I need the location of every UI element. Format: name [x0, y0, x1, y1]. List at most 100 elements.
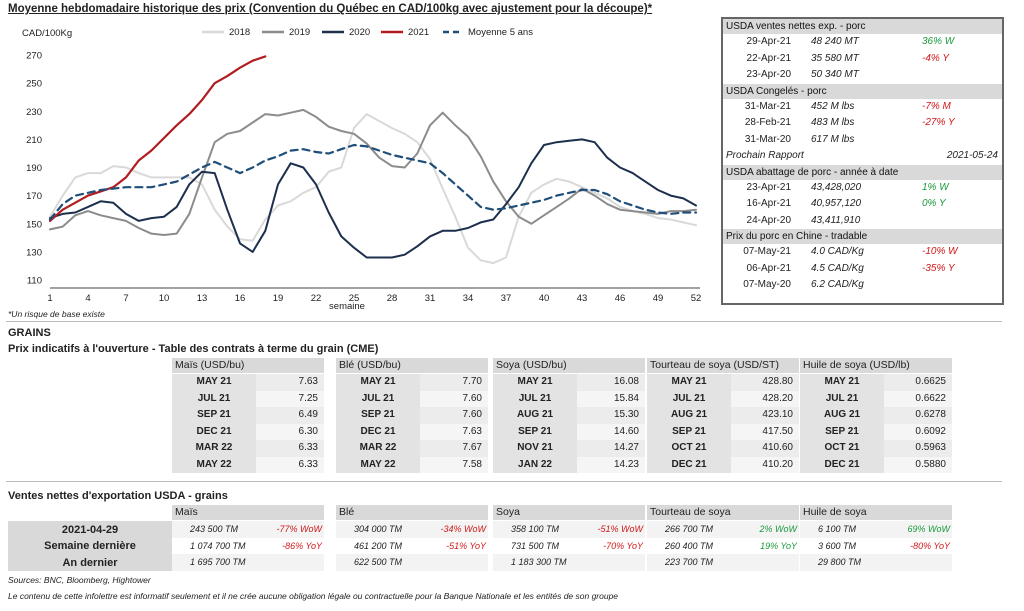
y-tick-label: 250 [26, 79, 42, 90]
exports-cell-bg [800, 554, 952, 571]
legend-label: 2020 [349, 27, 370, 38]
exports-column-header: Tourteau de soya [647, 505, 799, 520]
x-tick-label: 22 [311, 293, 322, 304]
contract-price: 7.60 [420, 390, 488, 407]
contract-price: 7.63 [420, 423, 488, 440]
contract-month: JUL 21 [800, 390, 884, 407]
exports-volume: 3 600 TM [818, 540, 857, 551]
panel-section-header: USDA abattage de porc - année à date [723, 164, 1002, 180]
x-tick-label: 25 [349, 293, 360, 304]
exports-change: -51% YoY [446, 540, 486, 551]
contract-price: 16.08 [577, 374, 645, 391]
panel-row: 31-Mar-20 617 M lbs [723, 132, 1002, 149]
y-tick-label: 230 [26, 107, 42, 118]
panel-row-value: 50 340 MT [811, 69, 859, 80]
contract-month: AUG 21 [647, 407, 731, 424]
contract-month: SEP 21 [172, 407, 256, 424]
contract-month: DEC 21 [172, 423, 256, 440]
exports-cell-bg [172, 554, 324, 571]
legend-label: 2019 [289, 27, 310, 38]
exports-cell-bg [647, 537, 799, 554]
y-tick-label: 270 [26, 51, 42, 62]
exports-cell-bg [336, 537, 488, 554]
contract-price: 7.63 [256, 374, 324, 391]
divider [6, 321, 1002, 322]
x-tick-label: 1 [47, 293, 52, 304]
exports-change: -34% WoW [440, 524, 486, 534]
x-tick-label: 52 [691, 293, 702, 304]
y-tick-label: 110 [27, 276, 42, 287]
panel-row-value: 4.5 CAD/Kg [811, 262, 864, 274]
grains-label: GRAINS [8, 327, 51, 339]
exports-volume: 731 500 TM [511, 540, 560, 551]
y-tick-label: 190 [26, 163, 42, 174]
contract-price: 14.23 [577, 456, 645, 473]
contract-price: 14.60 [577, 423, 645, 440]
contract-month: SEP 21 [336, 407, 420, 424]
contract-month: JUL 21 [647, 390, 731, 407]
contract-price: 7.60 [420, 407, 488, 424]
exports-column-header: Maïs [172, 505, 324, 520]
contract-month: DEC 21 [800, 456, 884, 473]
panel-row-date: 31-Mar-20 [744, 133, 791, 145]
panel-row-date: 23-Apr-21 [746, 181, 791, 193]
futures-column-header: Soya (USD/bu) [493, 358, 645, 373]
contract-price: 417.50 [731, 423, 799, 440]
exports-volume: 304 000 TM [354, 524, 403, 534]
series-line-2020 [49, 138, 697, 259]
panel-row-date: 28-Feb-21 [744, 117, 791, 128]
x-tick-label: 40 [539, 293, 550, 304]
panel-row-date: 29-Apr-21 [746, 36, 791, 47]
contract-price: 428.20 [731, 390, 799, 407]
contract-month: JAN 22 [493, 456, 577, 473]
contract-month: SEP 21 [800, 423, 884, 440]
contract-month: MAY 21 [493, 374, 577, 391]
contract-price: 14.27 [577, 440, 645, 457]
contract-price: 0.6622 [884, 390, 952, 407]
panel-section-header: Prix du porc en Chine - tradable [723, 229, 1002, 244]
panel-row: 31-Mar-21 452 M lbs -7% M [723, 99, 1002, 116]
series-line-2019 [49, 108, 697, 236]
panel-row-change: 36% W [922, 36, 955, 47]
exports-cell-bg [800, 521, 952, 538]
exports-cell-bg [172, 537, 324, 554]
series-line-2018 [49, 113, 697, 265]
contract-price: 15.84 [577, 390, 645, 407]
panel-row-date: 06-Apr-21 [746, 262, 791, 274]
panel-row-value: 43,428,020 [811, 181, 862, 193]
legend-label: 2021 [408, 27, 429, 38]
divider [6, 481, 1002, 482]
contract-price: 6.49 [256, 407, 324, 424]
exports-title: Ventes nettes d'exportation USDA - grain… [8, 490, 228, 502]
panel-section-header: USDA Congelés - porc [723, 83, 1002, 99]
exports-cell-bg [172, 521, 324, 538]
y-tick-label: 210 [26, 135, 42, 146]
exports-cell-bg [493, 554, 645, 571]
exports-cell-bg [336, 554, 488, 571]
panel-row-value: 40,957,120 [811, 198, 862, 209]
panel-row-date: 22-Apr-21 [746, 52, 791, 64]
contract-month: NOV 21 [493, 440, 577, 457]
exports-change: -77% WoW [276, 524, 322, 534]
panel-row: 24-Apr-20 43,411,910 [723, 213, 1002, 230]
exports-volume: 29 800 TM [818, 557, 862, 567]
exports-change: -70% YoY [603, 540, 643, 551]
y-tick-label: 150 [26, 219, 42, 230]
y-tick-label: 130 [26, 247, 42, 258]
panel-row-value: 43,411,910 [811, 214, 861, 226]
exports-column-header: Huile de soya [800, 505, 952, 520]
contract-price: 0.6092 [884, 423, 952, 440]
exports-row-label: 2021-04-29 [61, 523, 119, 536]
panel-row: 07-May-20 6.2 CAD/Kg [723, 277, 1002, 294]
x-tick-label: 7 [123, 293, 128, 304]
panel-row: 06-Apr-21 4.5 CAD/Kg -35% Y [723, 261, 1002, 278]
panel-row-value: 452 M lbs [811, 100, 855, 112]
futures-column-header: Tourteau de soya (USD/ST) [647, 358, 799, 373]
contract-price: 410.60 [731, 440, 799, 457]
panel-row-change: 1% W [922, 181, 949, 193]
exports-row-label: An dernier [62, 556, 118, 569]
contract-month: MAY 21 [800, 374, 884, 391]
contract-month: MAY 22 [172, 456, 256, 473]
contract-price: 6.33 [256, 456, 324, 473]
contract-month: MAR 22 [172, 440, 256, 457]
